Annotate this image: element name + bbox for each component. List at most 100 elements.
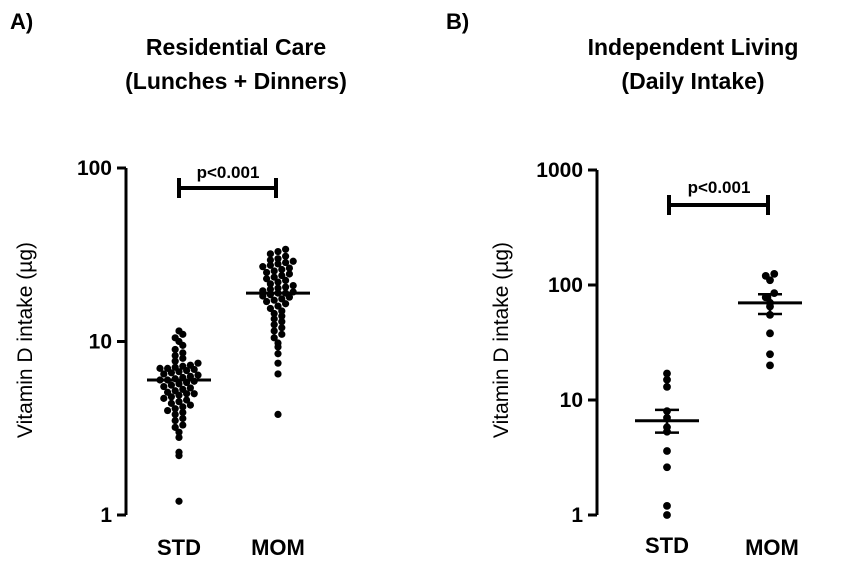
data-point-std	[663, 382, 671, 391]
data-point-std	[167, 393, 175, 401]
data-point-std	[179, 408, 187, 417]
panel-b-category-std: STD	[645, 533, 689, 558]
data-point-mom	[766, 350, 774, 359]
y-tick-label: 1000	[536, 159, 583, 182]
data-point-mom	[266, 304, 274, 313]
panel-a-significance-bracket	[177, 178, 278, 198]
data-point-mom	[266, 261, 274, 269]
data-point-std	[167, 381, 175, 389]
data-point-mom	[266, 256, 274, 264]
data-point-mom	[266, 285, 274, 293]
data-point-mom	[278, 312, 286, 320]
y-tick-label: 1	[571, 504, 583, 527]
data-point-mom	[766, 361, 774, 370]
data-point-std	[160, 370, 168, 378]
panel-a-category-std: STD	[157, 535, 201, 560]
data-point-mom	[270, 315, 278, 323]
data-point-mom	[266, 250, 274, 258]
data-point-std	[190, 365, 198, 374]
data-point-mom	[263, 275, 271, 283]
data-point-std	[171, 410, 179, 419]
data-point-std	[186, 384, 194, 392]
data-point-std	[179, 349, 187, 357]
data-point-mom	[274, 370, 282, 378]
data-point-mom	[263, 297, 271, 306]
data-point-mom	[274, 302, 282, 310]
data-point-std	[171, 345, 179, 354]
data-point-std	[179, 421, 187, 429]
panel-a-points	[156, 245, 297, 505]
data-point-mom	[278, 330, 286, 338]
data-point-mom	[259, 263, 267, 271]
panel-a-title-line1: Residential Care	[146, 34, 326, 60]
data-point-mom	[282, 300, 290, 308]
data-point-std	[194, 371, 202, 379]
data-point-std	[171, 417, 179, 425]
data-point-std	[171, 423, 179, 431]
panel-a-category-mom: MOM	[251, 535, 305, 560]
data-point-std	[160, 382, 168, 391]
data-point-std	[167, 369, 175, 377]
data-point-std	[175, 380, 183, 388]
panel-b-title-line1: Independent Living	[588, 34, 799, 60]
panel-a-y-ticks: 1 10 100	[77, 157, 126, 527]
data-point-std	[160, 394, 168, 402]
data-point-std	[175, 428, 183, 436]
data-point-mom	[270, 267, 278, 275]
data-point-std	[190, 390, 198, 398]
data-point-mom	[278, 324, 286, 332]
data-point-mom	[278, 307, 286, 315]
data-point-mom	[270, 327, 278, 335]
data-point-mom	[278, 295, 286, 303]
data-point-std	[175, 451, 183, 460]
data-point-mom	[278, 271, 286, 280]
data-point-mom	[270, 296, 278, 304]
data-point-mom	[274, 284, 282, 292]
panel-b-centers	[635, 293, 802, 434]
data-point-std	[171, 405, 179, 413]
data-point-std	[179, 403, 187, 411]
data-point-std	[156, 364, 164, 372]
data-point-std	[175, 433, 183, 442]
data-point-std	[663, 463, 671, 472]
data-point-std	[194, 359, 202, 367]
data-point-std	[186, 401, 194, 409]
data-point-mom	[282, 245, 290, 253]
data-point-mom	[270, 334, 278, 342]
data-point-std	[179, 330, 187, 338]
data-point-mom	[766, 276, 774, 285]
data-point-mom	[274, 359, 282, 367]
data-point-mom	[766, 329, 774, 338]
data-point-std	[164, 406, 172, 415]
data-point-mom	[274, 247, 282, 256]
data-point-mom	[270, 309, 278, 318]
data-point-std	[183, 366, 191, 375]
data-point-std	[175, 398, 183, 406]
data-point-mom	[289, 281, 297, 290]
panel-a: A) Residential Care (Lunches + Dinners) …	[10, 9, 347, 560]
panel-a-title-line2: (Lunches + Dinners)	[125, 68, 347, 94]
panel-b-significance-bracket	[667, 195, 770, 215]
data-point-mom	[285, 293, 293, 301]
data-point-mom	[274, 255, 282, 263]
data-point-std	[183, 396, 191, 404]
data-point-std	[663, 369, 671, 378]
data-point-mom	[285, 270, 293, 278]
data-point-mom	[285, 264, 293, 272]
data-point-mom	[274, 343, 282, 351]
data-point-mom	[278, 318, 286, 326]
panel-b-label: B)	[446, 9, 469, 34]
panel-a-y-axis-label: Vitamin D intake (µg)	[14, 242, 37, 438]
data-point-std	[186, 372, 194, 380]
data-point-mom	[266, 280, 274, 288]
data-point-mom	[274, 350, 282, 358]
y-tick-label: 100	[548, 274, 583, 297]
data-point-mom	[270, 321, 278, 329]
panel-a-label: A)	[10, 9, 33, 34]
data-point-std	[663, 375, 671, 384]
data-point-mom	[263, 268, 271, 277]
panel-b-points	[663, 269, 779, 519]
data-point-std	[663, 501, 671, 510]
data-point-std	[175, 497, 183, 505]
